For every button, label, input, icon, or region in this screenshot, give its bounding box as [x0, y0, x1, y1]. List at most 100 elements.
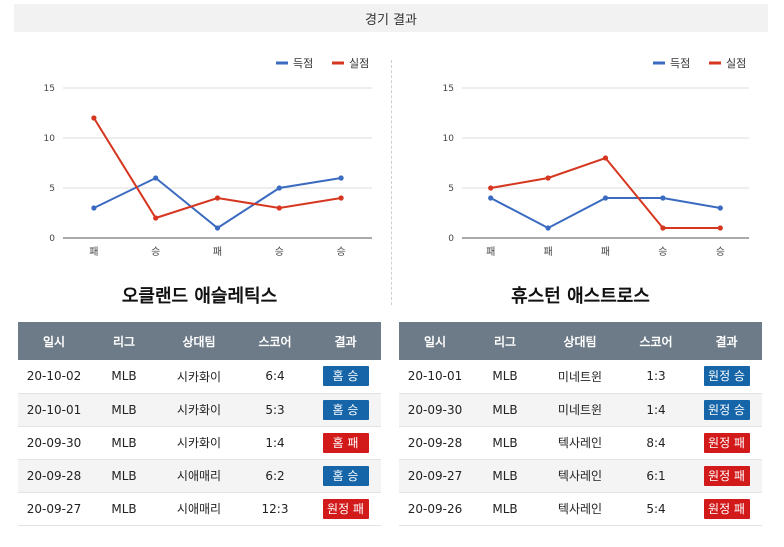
results-table-right: 일시 리그 상대팀 스코어 결과 20-10-01 MLB 미네트윈 1:3 원정 승 20-09…	[399, 322, 762, 526]
league-cell: MLB	[90, 426, 158, 460]
data-point	[153, 175, 159, 181]
result-cell: 원정 패	[691, 492, 762, 526]
x-tick-label: 패	[486, 246, 495, 258]
table-row: 20-09-28 MLB 텍사레인 8:4 원정 패	[399, 426, 762, 460]
result-badge-win: 홈 승	[322, 399, 369, 420]
result-cell: 원정 패	[310, 492, 381, 526]
score-cell: 6:1	[621, 459, 691, 493]
x-tick-label: 패	[543, 246, 552, 258]
x-tick-label: 승	[658, 246, 667, 258]
result-badge-win: 홈 승	[322, 366, 369, 387]
result-cell: 홈 승	[310, 393, 381, 427]
league-cell: MLB	[90, 393, 158, 427]
table-row: 20-09-27 MLB 텍사레인 6:1 원정 패	[399, 459, 762, 493]
league-cell: MLB	[90, 492, 158, 526]
data-point	[338, 175, 344, 181]
date-cell: 20-09-27	[399, 459, 471, 493]
x-tick-label: 승	[151, 246, 160, 258]
league-cell: MLB	[471, 393, 539, 427]
data-point	[91, 205, 97, 211]
result-cell: 원정 패	[691, 426, 762, 460]
data-point	[717, 225, 723, 231]
legend-label: 득점	[293, 57, 313, 70]
series-line-scored	[490, 197, 721, 230]
date-cell: 20-10-01	[399, 360, 471, 394]
date-cell: 20-09-30	[18, 426, 90, 460]
team-title-left: 오클랜드 애슬레틱스	[121, 286, 278, 307]
score-cell: 1:4	[621, 393, 691, 427]
x-tick-label: 패	[89, 246, 98, 258]
data-point	[488, 195, 494, 201]
column-header: 상대팀	[158, 322, 240, 360]
data-point	[338, 195, 344, 201]
table-row: 20-09-26 MLB 텍사레인 5:4 원정 패	[399, 492, 762, 526]
data-point	[545, 175, 551, 181]
x-tick-label: 승	[336, 246, 345, 258]
x-tick-label: 패	[213, 246, 222, 258]
score-cell: 5:3	[240, 393, 310, 427]
column-header: 스코어	[240, 322, 310, 360]
column-header: 결과	[310, 322, 381, 360]
column-header: 스코어	[621, 322, 691, 360]
y-tick-label: 5	[49, 184, 55, 194]
x-tick-label: 승	[275, 246, 284, 258]
opponent-cell: 시카화이	[158, 426, 240, 460]
result-cell: 홈 패	[310, 426, 381, 460]
opponent-cell: 미네트윈	[539, 360, 621, 394]
data-point	[602, 195, 609, 201]
score-cell: 1:3	[621, 360, 691, 394]
result-cell: 홈 승	[310, 360, 381, 394]
opponent-cell: 미네트윈	[539, 393, 621, 427]
result-badge-win: 원정 승	[703, 399, 750, 420]
opponent-cell: 텍사레인	[539, 492, 621, 526]
date-cell: 20-09-28	[399, 426, 471, 460]
column-header: 일시	[18, 322, 90, 360]
date-cell: 20-10-02	[18, 360, 90, 394]
score-cell: 5:4	[621, 492, 691, 526]
y-tick-label: 10	[443, 134, 455, 144]
date-cell: 20-10-01	[18, 393, 90, 427]
chart-right: 0 5 10 15 패 패 패 승 승 득점 실점	[443, 57, 749, 258]
table-row: 20-10-01 MLB 시카화이 5:3 홈 승	[18, 393, 381, 427]
y-tick-label: 10	[44, 134, 56, 144]
series-line-allowed	[490, 156, 721, 229]
result-badge-win: 홈 승	[322, 465, 369, 486]
y-tick-label: 15	[44, 84, 55, 94]
column-header: 리그	[471, 322, 539, 360]
y-tick-label: 15	[443, 84, 454, 94]
data-point	[276, 185, 282, 191]
league-cell: MLB	[90, 360, 158, 394]
results-table-left: 일시 리그 상대팀 스코어 결과 20-10-02 MLB 시카화이 6:4 홈 승 20-10-…	[18, 322, 381, 526]
data-point	[91, 115, 97, 121]
x-tick-label: 패	[601, 246, 610, 258]
score-cell: 6:2	[240, 459, 310, 493]
table-row: 20-09-27 MLB 시애매리 12:3 원정 패	[18, 492, 381, 526]
data-point	[276, 205, 282, 211]
score-cell: 8:4	[621, 426, 691, 460]
table-row: 20-09-28 MLB 시애매리 6:2 홈 승	[18, 459, 381, 493]
x-tick-label: 승	[716, 246, 725, 258]
legend-label: 실점	[349, 57, 369, 70]
opponent-cell: 시애매리	[158, 492, 240, 526]
league-cell: MLB	[471, 492, 539, 526]
column-header: 결과	[691, 322, 762, 360]
data-point	[717, 205, 723, 211]
result-badge-loss: 홈 패	[322, 432, 369, 453]
opponent-cell: 텍사레인	[539, 459, 621, 493]
data-point	[488, 185, 494, 191]
result-cell: 홈 승	[310, 459, 381, 493]
score-cell: 12:3	[240, 492, 310, 526]
y-tick-label: 0	[448, 234, 454, 244]
y-tick-label: 5	[448, 184, 454, 194]
team-title-right: 휴스턴 애스트로스	[511, 286, 650, 307]
table-row: 20-09-30 MLB 미네트윈 1:4 원정 승	[399, 393, 762, 427]
score-cell: 6:4	[240, 360, 310, 394]
opponent-cell: 시카화이	[158, 360, 240, 394]
data-point	[214, 225, 221, 231]
chart-left: 0 5 10 15 패 승 패 승 승 득점 실점	[44, 57, 372, 258]
opponent-cell: 시카화이	[158, 393, 240, 427]
league-cell: MLB	[90, 459, 158, 493]
data-point	[214, 195, 221, 201]
result-badge-win: 원정 승	[703, 366, 750, 387]
column-header: 일시	[399, 322, 471, 360]
